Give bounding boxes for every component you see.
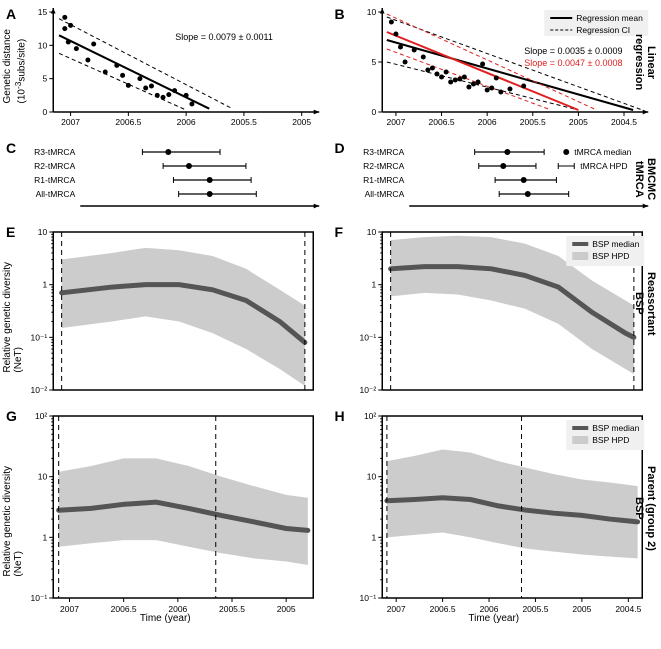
svg-text:2005.5: 2005.5 <box>519 117 545 127</box>
svg-text:2006.5: 2006.5 <box>111 604 137 614</box>
svg-text:2007: 2007 <box>61 117 80 127</box>
svg-text:1: 1 <box>371 532 376 542</box>
svg-text:BSP HPD: BSP HPD <box>592 435 629 445</box>
svg-text:0: 0 <box>43 107 48 117</box>
panel-c: C R3-tMRCA R2-tMRCA R1-tMRCA All-tMRCA <box>4 138 327 218</box>
svg-text:10: 10 <box>38 40 48 50</box>
svg-text:Slope = 0.0079 ± 0.0011: Slope = 0.0079 ± 0.0011 <box>175 32 273 42</box>
chart-h: 10⁻¹11010²20072006.520062005.520052004.5… <box>333 406 656 626</box>
svg-text:10⁻¹: 10⁻¹ <box>30 593 47 603</box>
svg-text:2007: 2007 <box>60 604 79 614</box>
axis-x-label-h: Time (year) <box>468 613 519 624</box>
svg-text:1: 1 <box>43 532 48 542</box>
svg-text:10: 10 <box>38 472 48 482</box>
svg-text:tMRCA median: tMRCA median <box>574 147 631 157</box>
panel-g: G 10⁻¹11010²20072006.520062005.52005 Rel… <box>4 406 327 626</box>
svg-text:10⁻²: 10⁻² <box>359 385 376 395</box>
svg-text:R1-tMRCA: R1-tMRCA <box>34 175 75 185</box>
panel-a-letter: A <box>6 6 16 22</box>
svg-text:5: 5 <box>43 74 48 84</box>
svg-text:2005: 2005 <box>292 117 311 127</box>
svg-text:10⁻¹: 10⁻¹ <box>359 593 376 603</box>
svg-text:2005: 2005 <box>568 117 587 127</box>
panel-h-letter: H <box>335 408 345 424</box>
panel-b-letter: B <box>335 6 345 22</box>
svg-text:R1-tMRCA: R1-tMRCA <box>363 175 404 185</box>
svg-text:Slope = 0.0047 ± 0.0008: Slope = 0.0047 ± 0.0008 <box>524 58 622 68</box>
svg-text:R2-tMRCA: R2-tMRCA <box>363 161 404 171</box>
chart-d: R3-tMRCA R2-tMRCA R1-tMRCA All-tMRCA tMRCA m… <box>333 138 656 218</box>
row-label-reassortant: Reassortant BSP <box>633 272 657 336</box>
svg-text:2005.5: 2005.5 <box>522 604 548 614</box>
svg-text:10: 10 <box>366 227 376 237</box>
svg-text:R2-tMRCA: R2-tMRCA <box>34 161 75 171</box>
figure-grid: A 20072006.520062005.52005051015Slope = … <box>0 0 661 649</box>
axis-x-label-g: Time (year) <box>140 613 191 624</box>
panel-f-letter: F <box>335 224 344 240</box>
row-label-regression: Linear regression <box>633 34 657 90</box>
row-label-parent: Parent (group 2) BSP <box>633 466 657 551</box>
axis-y-label-g: Relative genetic diversity(NeT) <box>2 466 24 577</box>
svg-text:2006.5: 2006.5 <box>429 604 455 614</box>
svg-text:tMRCA HPD: tMRCA HPD <box>580 161 627 171</box>
panel-a: A 2007 2006.5 2006 2005.5 2005 0 5 10 15 Slope = … <box>4 4 327 134</box>
svg-text:5: 5 <box>371 57 376 67</box>
svg-text:10⁻²: 10⁻² <box>30 385 47 395</box>
svg-text:Regression CI: Regression CI <box>576 25 630 35</box>
svg-text:2005.5: 2005.5 <box>231 117 257 127</box>
chart-e: 10⁻² 10⁻¹ 1 10 <box>4 222 327 402</box>
svg-text:Slope = 0.0035 ± 0.0009: Slope = 0.0035 ± 0.0009 <box>524 46 622 56</box>
panel-d: D R3-tMRCA R2-tMRCA R1-tMRCA All-tMRCA tMRCA… <box>333 138 656 218</box>
svg-text:10: 10 <box>38 227 48 237</box>
svg-text:10²: 10² <box>363 411 375 421</box>
svg-text:2006.5: 2006.5 <box>428 117 454 127</box>
chart-g: 10⁻¹11010²20072006.520062005.52005 <box>4 406 327 626</box>
svg-text:R3-tMRCA: R3-tMRCA <box>34 147 75 157</box>
panel-c-letter: C <box>6 140 16 156</box>
svg-text:2004.5: 2004.5 <box>611 117 637 127</box>
row-label-bmcmc: BMCMC tMRCA <box>633 158 657 200</box>
svg-text:All-tMRCA: All-tMRCA <box>364 189 404 199</box>
svg-text:10: 10 <box>366 472 376 482</box>
svg-text:10⁻¹: 10⁻¹ <box>359 332 376 342</box>
panel-b: B 2007 2006.5 2006 2005.5 2005 2004.5 0 5 10 Regr… <box>333 4 656 134</box>
svg-text:10²: 10² <box>35 411 47 421</box>
svg-text:10⁻¹: 10⁻¹ <box>30 332 47 342</box>
svg-text:R3-tMRCA: R3-tMRCA <box>363 147 404 157</box>
svg-text:2006: 2006 <box>477 117 496 127</box>
chart-c: R3-tMRCA R2-tMRCA R1-tMRCA All-tMRCA <box>4 138 327 218</box>
axis-y-label-e: Relative genetic diversity(NeT) <box>2 262 24 373</box>
svg-text:Regression mean: Regression mean <box>576 13 643 23</box>
chart-b: 2007 2006.5 2006 2005.5 2005 2004.5 0 5 10 Regres… <box>333 4 656 134</box>
svg-text:10: 10 <box>366 7 376 17</box>
chart-f: 10⁻² 10⁻¹ 1 10 BSP median BSP HPD <box>333 222 656 402</box>
panel-e-letter: E <box>6 224 15 240</box>
svg-text:BSP median: BSP median <box>592 423 639 433</box>
axis-y-label-a: Genetic distance(10-3subs/site) <box>2 29 27 104</box>
panel-e: E 10⁻² 10⁻¹ 1 10 Relative genetic diversity… <box>4 222 327 402</box>
svg-text:BSP median: BSP median <box>592 239 639 249</box>
svg-text:2005.5: 2005.5 <box>219 604 245 614</box>
chart-a: 2007 2006.5 2006 2005.5 2005 0 5 10 15 Slope = 0.… <box>4 4 327 134</box>
svg-text:2005: 2005 <box>572 604 591 614</box>
panel-h: H 10⁻¹11010²20072006.520062005.520052004… <box>333 406 656 626</box>
panel-g-letter: G <box>6 408 17 424</box>
svg-text:All-tMRCA: All-tMRCA <box>36 189 76 199</box>
panel-f: F 10⁻² 10⁻¹ 1 10 BSP median BSP HPD Reassorta… <box>333 222 656 402</box>
svg-text:15: 15 <box>38 7 48 17</box>
svg-text:0: 0 <box>371 107 376 117</box>
svg-text:2006.5: 2006.5 <box>115 117 141 127</box>
svg-text:1: 1 <box>371 280 376 290</box>
svg-text:2004.5: 2004.5 <box>615 604 641 614</box>
svg-text:1: 1 <box>43 280 48 290</box>
svg-text:2007: 2007 <box>386 604 405 614</box>
svg-text:2006: 2006 <box>177 117 196 127</box>
svg-text:2007: 2007 <box>386 117 405 127</box>
svg-text:2005: 2005 <box>277 604 296 614</box>
panel-d-letter: D <box>335 140 345 156</box>
svg-text:BSP HPD: BSP HPD <box>592 251 629 261</box>
